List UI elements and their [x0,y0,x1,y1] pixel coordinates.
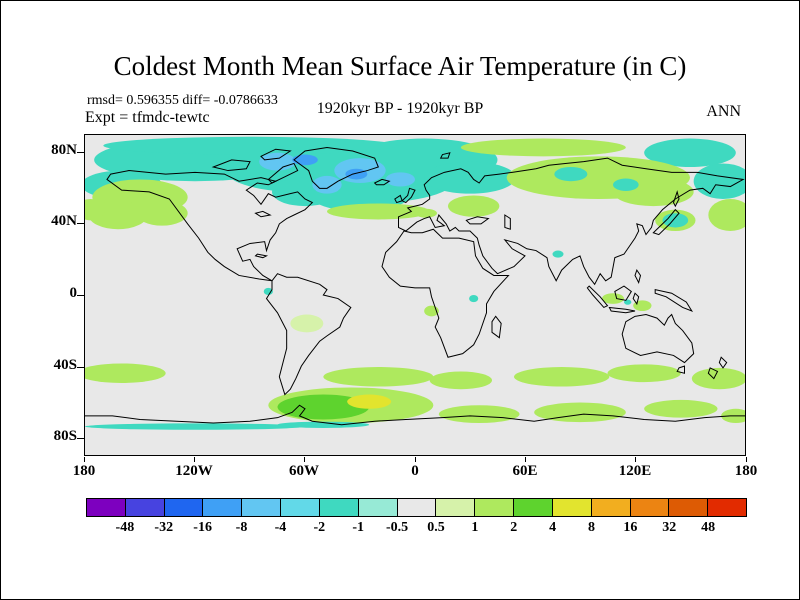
colorbar-label--2: -2 [313,520,326,535]
colorbar-label--16: -16 [193,520,212,535]
africa-outline [382,229,509,357]
lon-label-6: 180 [734,463,758,479]
colorbar-cell-16 [668,498,709,517]
iceland-outline [375,179,390,184]
colorbar-label-2: 2 [510,520,518,535]
indonesia-outline [587,270,691,313]
lon-tick [746,457,747,462]
lat-label-80S: 80S [53,428,77,444]
colorbar-label-48: 48 [701,520,716,535]
colorbar-cell-3 [163,498,204,517]
colorbar [86,498,748,517]
lat-tick [77,223,84,224]
colorbar-cell-2 [124,498,165,517]
australia-outline [622,315,694,374]
lon-tick [635,457,636,462]
colorbar-label--8: -8 [235,520,248,535]
lon-label-3: 0 [411,463,419,479]
colorbar-label-16: 16 [623,520,638,535]
lon-tick [525,457,526,462]
sea-outlines [256,211,511,257]
colorbar-cell-10 [435,498,476,517]
colorbar-cell-6 [280,498,320,517]
lon-tick [304,457,305,462]
lon-label-2: 60W [289,463,319,479]
colorbar-cell-7 [318,498,359,517]
anomaly-patches [85,136,745,430]
colorbar-cell-9 [396,498,437,517]
colorbar-cell-11 [474,498,515,517]
colorbar-label-32: 32 [662,520,677,535]
colorbar-cell-17 [707,498,748,517]
colorbar-label-4: 4 [549,520,557,535]
colorbar-cell-5 [241,498,282,517]
lon-tick [415,457,416,462]
lat-tick [77,152,84,153]
antarctica-coast-outline [85,405,745,425]
south-america-outline [267,274,351,395]
sakhalin-outline [674,192,680,206]
colorbar-cell-14 [590,498,631,517]
colorbar-label--0.5: -0.5 [385,520,409,535]
lat-label-0: 0 [69,285,78,301]
lon-tick [194,457,195,462]
lat-label-40N: 40N [51,213,77,229]
greenland-outline [294,147,378,188]
colorbar-label--1: -1 [352,520,364,535]
svalbard-outline [441,153,450,158]
colorbar-label--4: -4 [274,520,287,535]
colorbar-cell-13 [551,498,592,517]
colorbar-label--48: -48 [115,520,135,535]
lat-tick [77,295,84,296]
madagascar-outline [492,316,501,337]
colorbar-label-8: 8 [587,520,595,535]
new-zealand-outline [708,357,726,378]
experiment-label: Expt = tfmdc-tewtc [85,109,210,126]
continent-outlines [85,147,745,424]
lon-tick [84,457,85,462]
british-isles-outline [395,188,415,202]
colorbar-label-1: 1 [471,520,479,535]
lat-label-40S: 40S [53,357,77,373]
lon-label-0: 180 [72,463,96,479]
plot-title: Coldest Month Mean Surface Air Temperatu… [113,51,687,81]
stats-line: rmsd= 0.596355 diff= -0.0786633 [87,93,278,108]
colorbar-cell-15 [629,498,670,517]
lat-tick [77,367,84,368]
colorbar-cell-1 [86,498,126,517]
lat-tick [77,438,84,439]
map-area [84,134,746,456]
colorbar-cell-4 [202,498,243,517]
lon-label-1: 120W [175,463,213,479]
season-label: ANN [706,103,741,120]
lon-label-5: 120E [618,463,652,479]
world-map [85,136,745,430]
japan-outline [653,210,679,235]
colorbar-label-0.5: 0.5 [427,520,445,535]
colorbar-cell-12 [513,498,553,517]
eurasia-outline [399,158,744,284]
colorbar-cell-8 [357,498,398,517]
arctic-islands-outline [213,149,297,183]
period-label: 1920kyr BP - 1920kyr BP [316,100,484,117]
lat-label-80N: 80N [51,142,77,158]
lon-label-4: 60E [512,463,538,479]
colorbar-label--32: -32 [154,520,174,535]
